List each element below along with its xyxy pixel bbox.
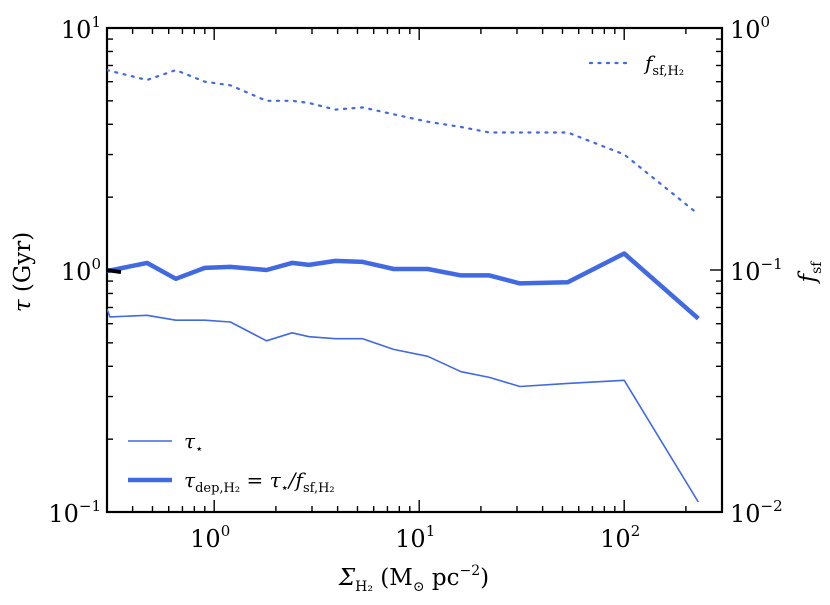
legend-tau-dep-label: τdep,H₂ = τ⋆/fsf,H₂ [184, 468, 335, 496]
series-lines [107, 68, 700, 503]
x-tick-label: 100 [190, 522, 230, 553]
tau-star-line [107, 308, 699, 503]
y-left-tick-label: 100 [61, 255, 101, 286]
y-axis-right-label: fsf [795, 260, 825, 285]
x-tick-label: 101 [395, 522, 435, 553]
y-left-tick-label: 101 [61, 13, 101, 44]
legends: fsf,H₂ τ⋆ τdep,H₂ = τ⋆/fsf,H₂ [128, 51, 684, 496]
tick-marks [106, 27, 723, 513]
tau-dep-edge-stub [107, 268, 122, 275]
legend-tau-star-label: τ⋆ [184, 429, 203, 457]
y-right-tick-label: 10−2 [730, 497, 783, 528]
y-left-tick-label: 10−1 [48, 497, 101, 528]
y-axis-left-label: τ (Gyr) [10, 232, 36, 312]
x-tick-label: 102 [600, 522, 640, 553]
tau-dep-line [107, 251, 700, 321]
y-right-tick-label: 10−1 [730, 255, 783, 286]
legend-f-sf-label: fsf,H₂ [643, 51, 684, 79]
x-axis-label: ΣH₂ (M⊙ pc−2) [338, 563, 489, 595]
tick-labels: 100 101 102 10−1 100 101 10−2 10−1 100 [48, 13, 782, 553]
y-right-tick-label: 100 [730, 13, 770, 44]
f-sf-dotted-line [107, 68, 700, 216]
